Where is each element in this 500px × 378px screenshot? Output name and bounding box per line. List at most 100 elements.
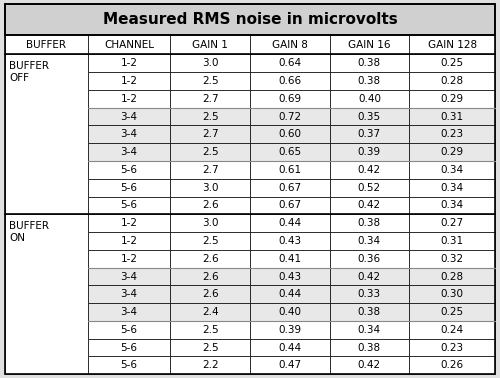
Bar — [250, 321, 330, 339]
Text: 0.44: 0.44 — [278, 289, 301, 299]
Text: 5-6: 5-6 — [120, 325, 138, 335]
Text: 0.42: 0.42 — [358, 271, 381, 282]
Text: 0.28: 0.28 — [440, 76, 464, 86]
Text: 2.2: 2.2 — [202, 360, 218, 370]
Text: 0.28: 0.28 — [440, 271, 464, 282]
Text: 0.60: 0.60 — [278, 129, 301, 139]
Bar — [88, 125, 170, 143]
Bar — [88, 232, 170, 250]
Text: 0.67: 0.67 — [278, 200, 301, 211]
Bar — [170, 108, 250, 125]
Text: 2.6: 2.6 — [202, 271, 218, 282]
Text: 2.6: 2.6 — [202, 200, 218, 211]
Text: 0.38: 0.38 — [358, 218, 381, 228]
Bar — [250, 197, 330, 214]
Bar — [170, 161, 250, 179]
Bar — [170, 356, 250, 374]
Text: 1-2: 1-2 — [120, 236, 138, 246]
Bar — [170, 268, 250, 285]
Text: 0.27: 0.27 — [440, 218, 464, 228]
Text: 2.7: 2.7 — [202, 94, 218, 104]
Bar — [250, 90, 330, 108]
Bar — [330, 72, 409, 90]
Text: 0.38: 0.38 — [358, 76, 381, 86]
Text: 0.25: 0.25 — [440, 58, 464, 68]
Text: 0.40: 0.40 — [278, 307, 301, 317]
Bar — [170, 125, 250, 143]
Bar — [170, 214, 250, 232]
Bar — [250, 268, 330, 285]
Text: Measured RMS noise in microvolts: Measured RMS noise in microvolts — [102, 12, 398, 27]
Bar — [330, 214, 409, 232]
Text: 0.42: 0.42 — [358, 165, 381, 175]
Text: 0.34: 0.34 — [358, 236, 381, 246]
Bar — [170, 250, 250, 268]
Bar — [88, 72, 170, 90]
Text: 0.32: 0.32 — [440, 254, 464, 264]
Bar — [409, 197, 495, 214]
Bar — [409, 72, 495, 90]
Bar — [170, 90, 250, 108]
Text: 0.42: 0.42 — [358, 360, 381, 370]
Bar — [409, 35, 495, 54]
Bar — [409, 339, 495, 356]
Text: 0.39: 0.39 — [278, 325, 301, 335]
Bar — [88, 268, 170, 285]
Bar — [409, 54, 495, 72]
Bar — [170, 339, 250, 356]
Text: 0.34: 0.34 — [440, 165, 464, 175]
Bar — [170, 285, 250, 303]
Bar — [88, 214, 170, 232]
Text: 2.5: 2.5 — [202, 147, 218, 157]
Text: 0.26: 0.26 — [440, 360, 464, 370]
Text: 0.43: 0.43 — [278, 271, 301, 282]
Text: 2.5: 2.5 — [202, 236, 218, 246]
Bar — [170, 54, 250, 72]
Bar — [409, 285, 495, 303]
Text: 5-6: 5-6 — [120, 183, 138, 193]
Bar — [330, 54, 409, 72]
Text: 0.29: 0.29 — [440, 94, 464, 104]
Text: 2.7: 2.7 — [202, 165, 218, 175]
Text: BUFFER: BUFFER — [26, 40, 66, 50]
Bar — [250, 339, 330, 356]
Text: 0.31: 0.31 — [440, 236, 464, 246]
Text: 1-2: 1-2 — [120, 94, 138, 104]
Bar — [170, 143, 250, 161]
Text: 0.66: 0.66 — [278, 76, 301, 86]
Bar — [330, 35, 409, 54]
Bar — [88, 250, 170, 268]
Text: 0.52: 0.52 — [358, 183, 381, 193]
Text: 0.44: 0.44 — [278, 342, 301, 353]
Text: 0.25: 0.25 — [440, 307, 464, 317]
Bar — [409, 303, 495, 321]
Text: 0.31: 0.31 — [440, 112, 464, 122]
Text: 0.38: 0.38 — [358, 307, 381, 317]
Bar — [330, 339, 409, 356]
Bar — [88, 90, 170, 108]
Text: 0.44: 0.44 — [278, 218, 301, 228]
Bar — [250, 161, 330, 179]
Bar — [409, 356, 495, 374]
Text: 0.67: 0.67 — [278, 183, 301, 193]
Text: 0.39: 0.39 — [358, 147, 381, 157]
Bar — [330, 303, 409, 321]
Bar — [250, 214, 330, 232]
Text: 0.34: 0.34 — [440, 200, 464, 211]
Text: 5-6: 5-6 — [120, 342, 138, 353]
Bar — [250, 125, 330, 143]
Text: CHANNEL: CHANNEL — [104, 40, 154, 50]
Bar — [330, 356, 409, 374]
Text: 5-6: 5-6 — [120, 360, 138, 370]
Text: 3-4: 3-4 — [120, 271, 138, 282]
Bar — [88, 356, 170, 374]
Text: 0.37: 0.37 — [358, 129, 381, 139]
Text: 1-2: 1-2 — [120, 58, 138, 68]
Text: GAIN 8: GAIN 8 — [272, 40, 308, 50]
Bar — [250, 303, 330, 321]
Text: 0.38: 0.38 — [358, 58, 381, 68]
Bar — [88, 285, 170, 303]
Bar — [88, 179, 170, 197]
Bar — [330, 321, 409, 339]
Bar — [250, 356, 330, 374]
